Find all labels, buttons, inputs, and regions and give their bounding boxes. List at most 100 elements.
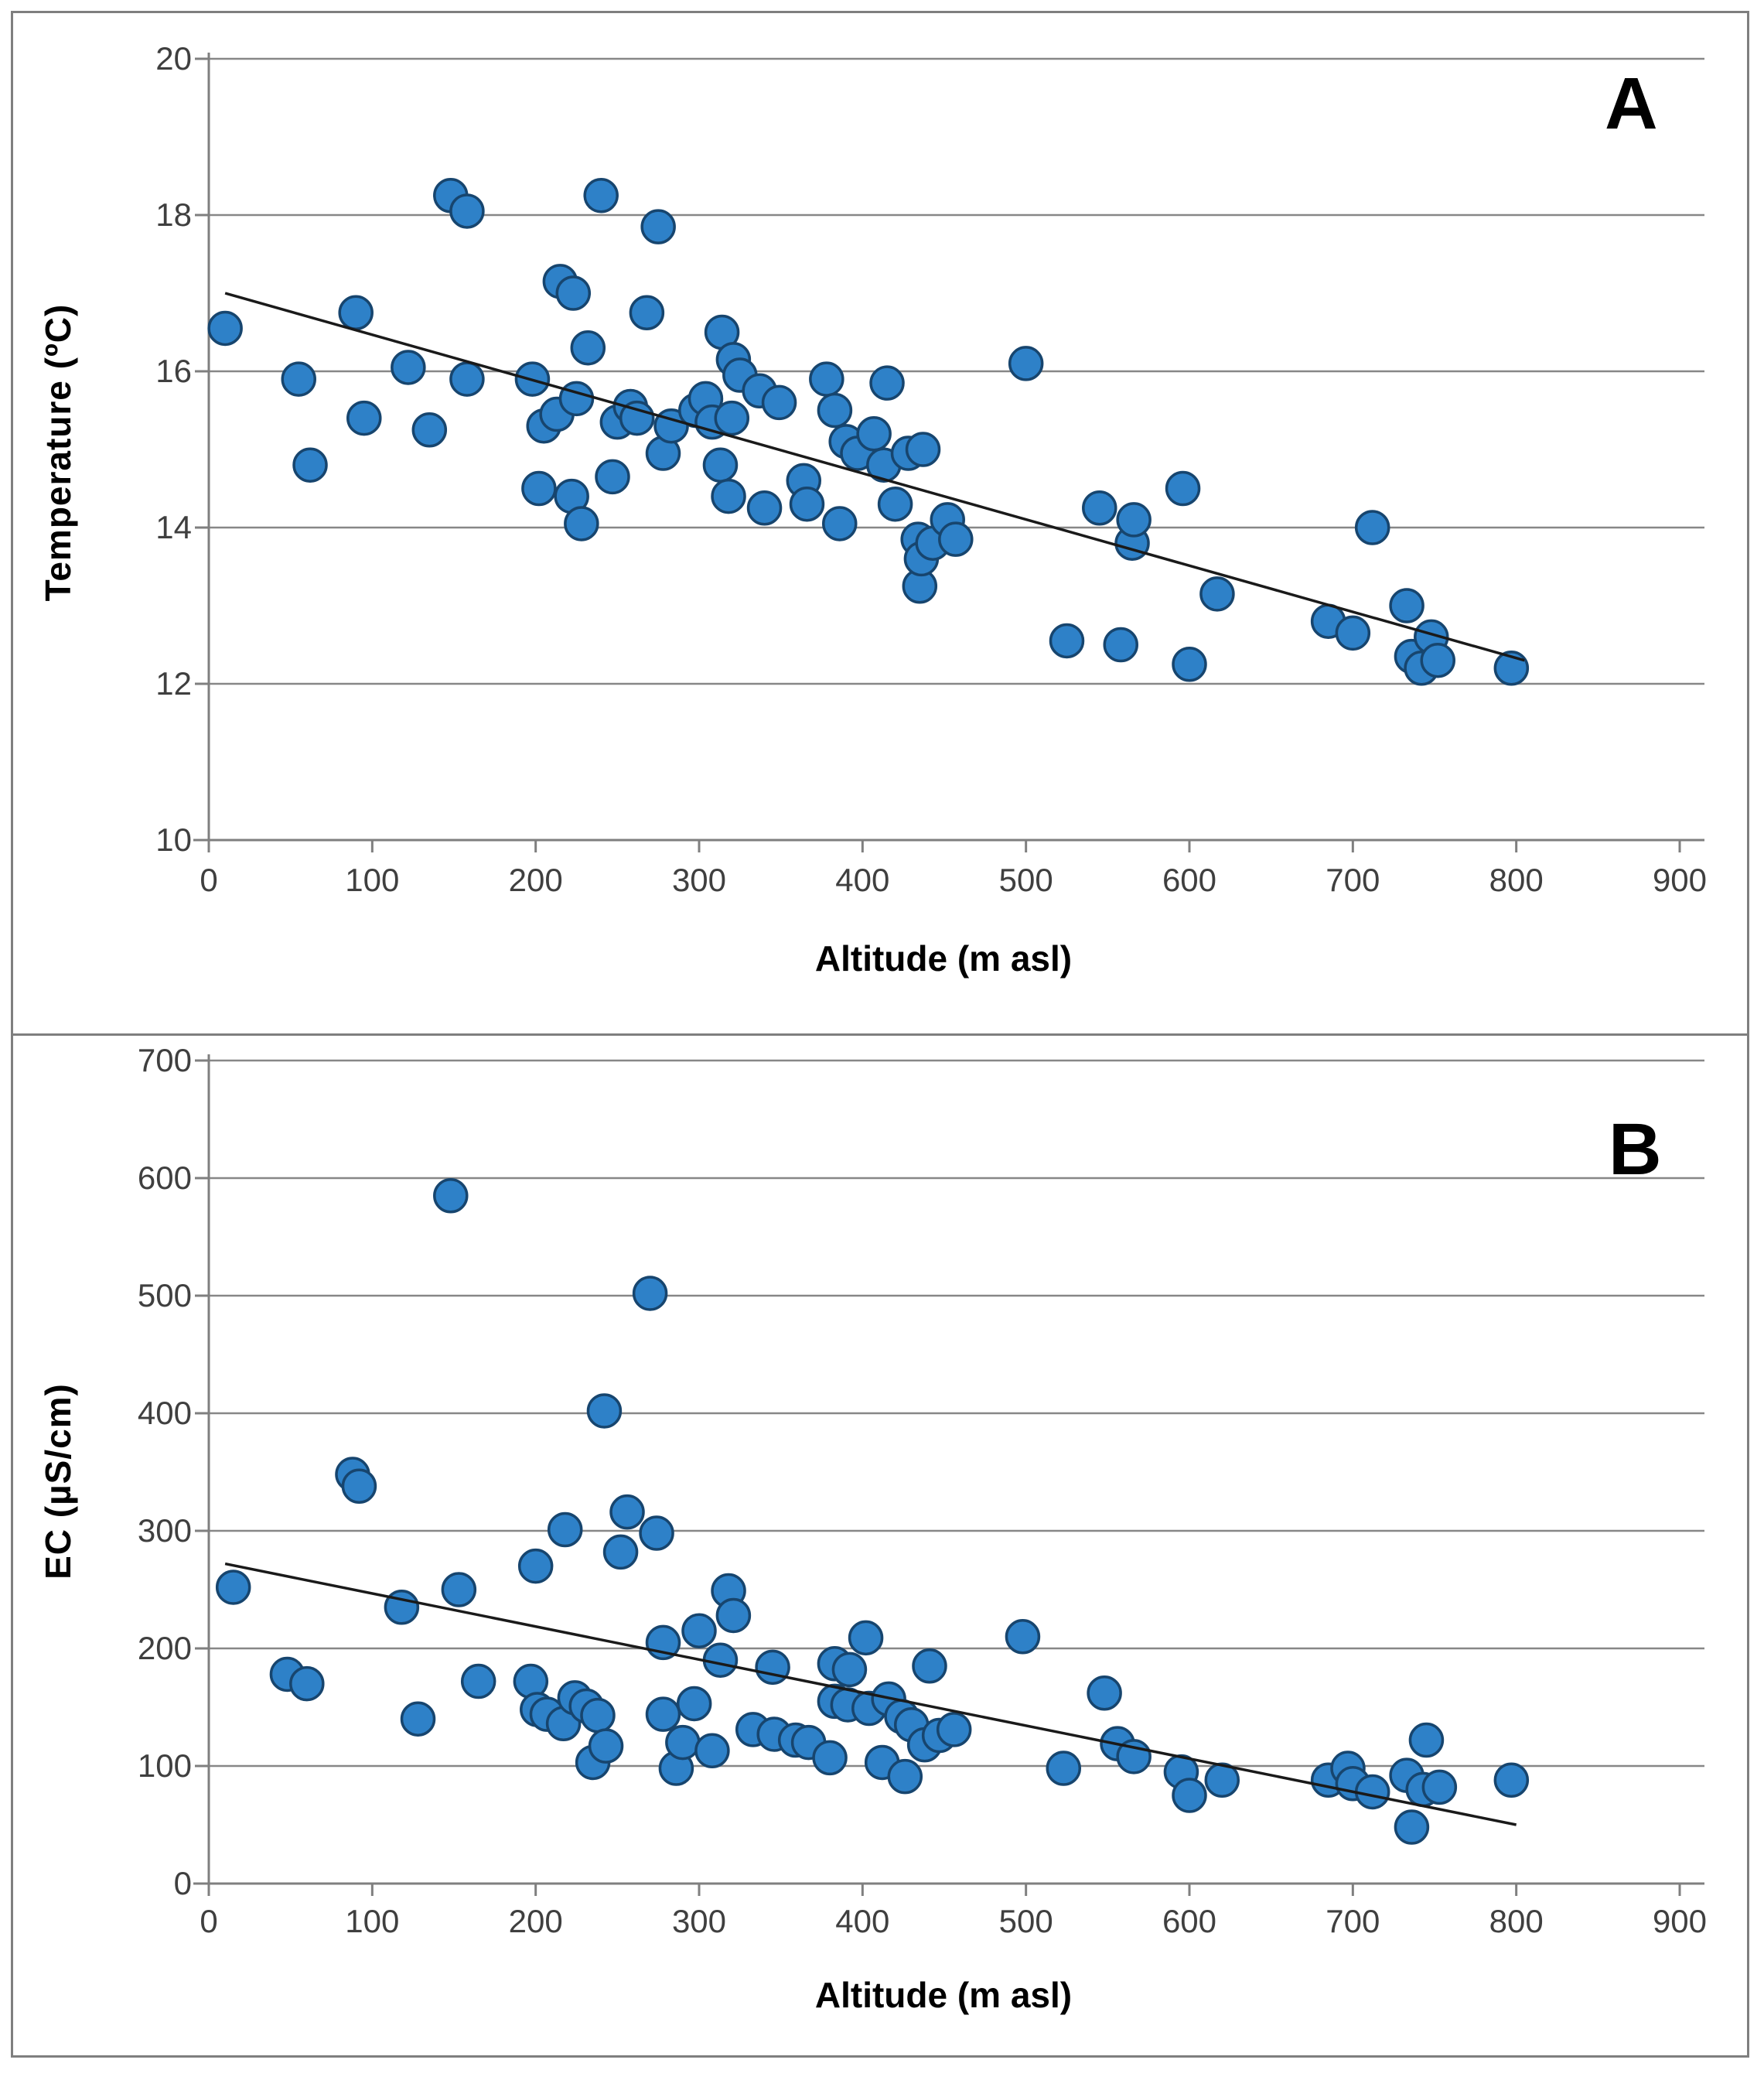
data-point <box>856 416 892 452</box>
data-point <box>609 1494 645 1530</box>
data-point <box>338 295 374 330</box>
panel-a-y-axis-title: Temperature (ºC) <box>38 303 78 602</box>
x-tick-label: 0 <box>200 1903 217 1939</box>
panel-a-axes: 20 18 16 14 12 100 100 200 300 400 500 600 700 800 900 <box>155 40 1707 898</box>
panel-a-x-axis-title: Altitude (m asl) <box>814 938 1073 979</box>
data-point <box>1408 1722 1445 1758</box>
data-point <box>938 521 974 557</box>
data-point <box>1335 615 1371 651</box>
data-point <box>1172 647 1207 682</box>
data-point <box>580 1697 616 1733</box>
x-tick-label: 200 <box>509 1903 563 1939</box>
x-tick-label: 500 <box>999 1903 1053 1939</box>
data-point <box>1389 588 1425 623</box>
y-tick-label: 600 <box>138 1160 192 1196</box>
x-tick-label: 0 <box>200 862 217 898</box>
y-tick-label: 14 <box>155 509 192 545</box>
data-point <box>869 365 905 401</box>
data-point <box>521 470 557 507</box>
data-point <box>1172 1778 1207 1813</box>
x-tick-label: 700 <box>1326 1903 1380 1939</box>
panel-b-x-axis-title: Altitude (m asl) <box>814 1975 1073 2015</box>
panel-b-axes: 700 600 500 400 300 200 100 00 100 200 300 400 500 60… <box>138 1042 1707 1939</box>
data-point <box>1493 1762 1530 1798</box>
y-tick-label: 12 <box>155 665 192 702</box>
y-tick-label: 0 <box>174 1865 192 1901</box>
data-point <box>1421 1769 1458 1805</box>
data-point <box>547 1511 583 1548</box>
data-point <box>1394 1809 1430 1845</box>
x-tick-label: 300 <box>672 862 726 898</box>
data-point <box>831 1651 868 1688</box>
data-point <box>1204 1762 1240 1798</box>
data-point <box>848 1620 884 1656</box>
data-point <box>912 1648 947 1684</box>
panel-b-y-axis-title: EC (µS/cm) <box>38 1383 78 1580</box>
x-tick-label: 200 <box>509 862 563 898</box>
data-point <box>341 1468 377 1504</box>
data-point <box>789 486 825 522</box>
data-point <box>702 1642 739 1678</box>
data-point <box>639 1515 674 1551</box>
y-tick-label: 200 <box>138 1630 192 1666</box>
data-point <box>632 1276 668 1311</box>
y-tick-label: 700 <box>138 1042 192 1078</box>
data-point <box>586 1393 623 1429</box>
panel-divider <box>11 1033 1749 1036</box>
data-point <box>1354 1774 1390 1810</box>
data-point <box>702 447 739 483</box>
panel-b-data-points <box>215 1178 1530 1845</box>
x-tick-label: 500 <box>999 862 1053 898</box>
x-tick-label: 400 <box>835 862 889 898</box>
x-tick-label: 300 <box>672 1903 726 1939</box>
panel-b-label: B <box>1609 1108 1662 1190</box>
data-point <box>1005 1619 1041 1655</box>
data-point <box>449 193 485 229</box>
x-tick-label: 700 <box>1326 862 1380 898</box>
data-point <box>809 361 844 397</box>
data-point <box>602 1534 639 1570</box>
y-tick-label: 400 <box>138 1395 192 1431</box>
data-point <box>1116 502 1152 538</box>
data-point <box>564 506 599 541</box>
data-point <box>761 384 797 421</box>
data-point <box>1082 490 1117 526</box>
data-point <box>1165 470 1201 507</box>
data-point <box>588 1728 624 1764</box>
data-point <box>755 1649 790 1686</box>
data-point <box>207 310 243 347</box>
data-point <box>877 486 913 522</box>
data-point <box>1103 627 1138 663</box>
panel-b-gridlines <box>209 1059 1704 1768</box>
y-tick-label: 10 <box>155 821 192 858</box>
data-point <box>400 1701 436 1737</box>
data-point <box>411 412 448 448</box>
y-tick-label: 500 <box>138 1277 192 1313</box>
data-point <box>715 1597 752 1634</box>
data-point <box>449 361 485 397</box>
data-point <box>665 1724 701 1761</box>
data-point <box>905 432 941 467</box>
data-point <box>346 400 382 436</box>
data-point <box>441 1572 477 1607</box>
data-point <box>1046 1751 1082 1786</box>
data-point <box>391 350 426 385</box>
data-point <box>215 1570 251 1605</box>
data-point <box>746 490 783 526</box>
x-tick-label: 900 <box>1653 1903 1707 1939</box>
x-tick-label: 900 <box>1653 862 1707 898</box>
data-point <box>821 506 858 541</box>
data-point <box>640 209 676 244</box>
data-point <box>517 1548 554 1584</box>
data-point <box>629 295 665 330</box>
panel-a-label: A <box>1605 63 1658 145</box>
x-tick-label: 800 <box>1489 1903 1544 1939</box>
data-point <box>676 1686 712 1722</box>
data-point <box>1008 346 1044 381</box>
data-point <box>460 1663 496 1699</box>
data-point <box>936 1712 972 1747</box>
data-point <box>583 178 619 213</box>
data-point <box>281 361 316 397</box>
